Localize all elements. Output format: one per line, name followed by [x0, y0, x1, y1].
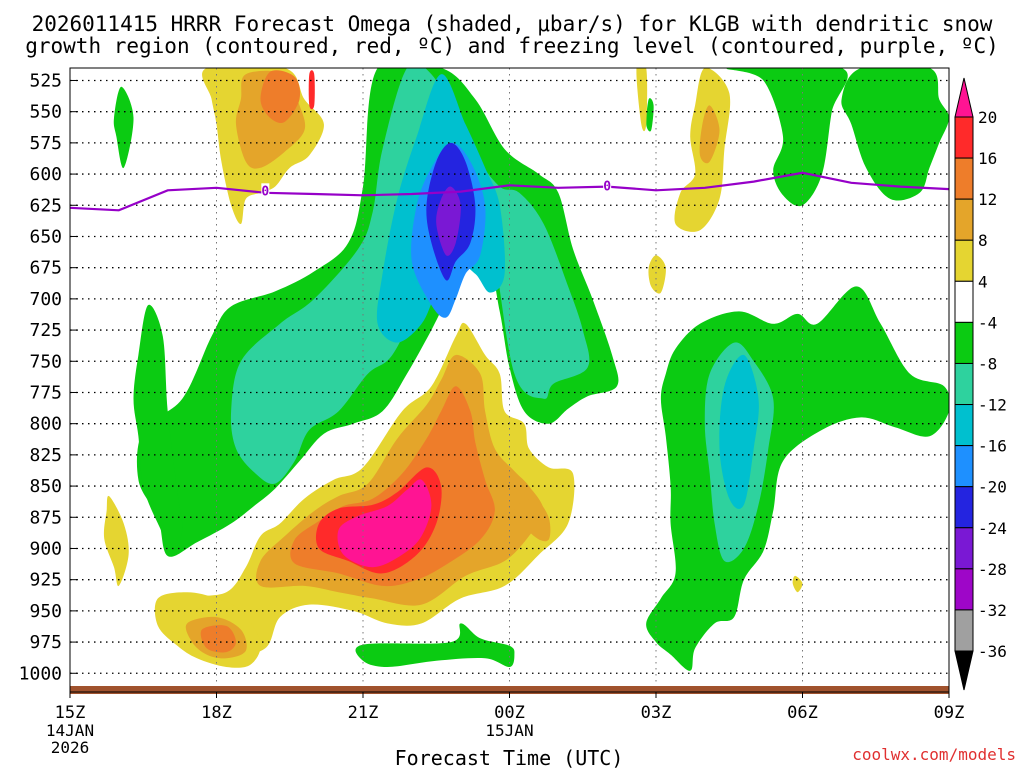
x-tick-sublabel-15Z-0: 14JAN: [46, 721, 94, 740]
omega-region-17: [260, 70, 301, 123]
colorbar-box-5: [954, 321, 974, 364]
y-tick-label-950: 950: [29, 601, 62, 622]
y-tick-label-525: 525: [29, 70, 62, 91]
colorbar-box-1: [954, 157, 974, 200]
y-tick-label-775: 775: [29, 382, 62, 403]
colorbar-label-1: 16: [978, 149, 997, 168]
colorbar-label-0: 20: [978, 108, 997, 127]
omega-region-12: [113, 86, 134, 169]
omega-region-21: [699, 105, 720, 164]
y-tick-label-600: 600: [29, 164, 62, 185]
x-tick-label-00Z: 00Z: [494, 703, 525, 723]
omega-region-14: [646, 98, 654, 132]
colorbar-box-8: [954, 445, 974, 488]
omega-region-5: [436, 186, 461, 256]
y-tick-label-975: 975: [29, 632, 62, 653]
omega-region-27: [514, 498, 551, 542]
y-tick-label-1000: 1000: [19, 663, 62, 684]
colorbar-label-6: -8: [978, 354, 997, 373]
colorbar-box-12: [954, 609, 974, 652]
colorbar-bottom-arrow: [954, 650, 974, 691]
freezing-label-bg-1: [603, 178, 612, 193]
y-tick-label-925: 925: [29, 570, 62, 591]
freezing-level-line: [70, 171, 949, 212]
colorbar-label-13: -36: [978, 642, 1007, 661]
y-tick-label-900: 900: [29, 538, 62, 559]
y-tick-label-850: 850: [29, 476, 62, 497]
x-tick-sublabel-00Z-0: 15JAN: [485, 721, 533, 740]
colorbar-label-10: -24: [978, 519, 1007, 538]
colorbar-box-0: [954, 116, 974, 159]
omega-shading: [103, 68, 949, 671]
y-axis: 525 550 575 600 625 650 675 700 725 750 775 800 825 8…: [19, 70, 78, 684]
y-tick-label-700: 700: [29, 289, 62, 310]
omega-region-28: [103, 495, 129, 587]
y-tick-label-625: 625: [29, 195, 62, 216]
colorbar-box-11: [954, 568, 974, 611]
ground-surface-band: [70, 686, 949, 694]
omega-region-6: [726, 68, 848, 207]
y-tick-label-750: 750: [29, 351, 62, 372]
x-tick-label-18Z: 18Z: [201, 703, 232, 723]
x-axis-label: Forecast Time (UTC): [395, 746, 624, 768]
x-tick-label-09Z: 09Z: [934, 703, 965, 723]
omega-region-10: [719, 354, 759, 509]
x-tick-label-06Z: 06Z: [787, 703, 818, 723]
colorbar-box-2: [954, 198, 974, 241]
x-tick-label-03Z: 03Z: [641, 703, 672, 723]
colorbar-label-2: 12: [978, 190, 997, 209]
omega-region-33: [792, 575, 803, 593]
y-tick-label-725: 725: [29, 320, 62, 341]
y-tick-label-650: 650: [29, 226, 62, 247]
title-line-2: growth region (contoured, red, ºC) and f…: [25, 34, 999, 58]
colorbar-label-7: -12: [978, 396, 1007, 415]
colorbar-box-6: [954, 362, 974, 406]
y-tick-label-800: 800: [29, 414, 62, 435]
colorbar-box-10: [954, 527, 974, 570]
colorbar-top-arrow: [954, 77, 974, 118]
colorbar-box-3: [954, 239, 974, 282]
colorbar-label-4: 4: [978, 272, 988, 291]
freezing-label-bg-0: [261, 183, 270, 198]
colorbar-label-5: -4: [978, 313, 997, 332]
omega-region-31: [200, 625, 236, 653]
colorbar-box-9: [954, 486, 974, 529]
colorbar-box-4: [954, 280, 974, 323]
y-tick-label-675: 675: [29, 258, 62, 279]
credit-text: coolwx.com/models: [852, 745, 1016, 764]
colorbar-label-11: -28: [978, 560, 1007, 579]
title-line-1: 2026011415 HRRR Forecast Omega (shaded, …: [32, 12, 993, 36]
omega-region-19: [636, 68, 648, 132]
x-tick-label-15Z: 15Z: [55, 703, 86, 723]
freezing-level-label-1: 0: [603, 179, 611, 194]
y-tick-label-550: 550: [29, 102, 62, 123]
x-tick-label-21Z: 21Z: [348, 703, 379, 723]
omega-region-32: [648, 255, 666, 294]
y-tick-label-875: 875: [29, 507, 62, 528]
colorbar-label-8: -16: [978, 437, 1007, 456]
colorbar-label-12: -32: [978, 601, 1007, 620]
omega-region-13: [355, 623, 515, 668]
colorbar: 20 16 12 8 4 -4 -8 -12 -16 -20 -24 -28 -32 -36: [954, 77, 1007, 691]
colorbar-label-9: -20: [978, 478, 1007, 497]
omega-region-11: [133, 304, 183, 549]
x-tick-sublabel-15Z-1: 2026: [51, 738, 90, 757]
omega-region-26: [337, 479, 432, 568]
y-tick-label-825: 825: [29, 445, 62, 466]
omega-region-18: [308, 70, 315, 110]
y-tick-label-575: 575: [29, 133, 62, 154]
omega-region-7: [841, 68, 949, 201]
colorbar-box-7: [954, 404, 974, 447]
colorbar-label-3: 8: [978, 231, 988, 250]
freezing-level-label-0: 0: [261, 184, 269, 199]
